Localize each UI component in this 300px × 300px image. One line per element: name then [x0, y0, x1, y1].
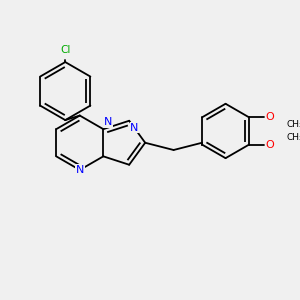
Text: Cl: Cl [60, 45, 70, 55]
Text: N: N [130, 123, 139, 133]
Text: O: O [266, 112, 274, 122]
Text: N: N [104, 117, 112, 127]
Text: CH₃: CH₃ [286, 133, 300, 142]
Text: O: O [266, 140, 274, 150]
Text: CH₃: CH₃ [286, 120, 300, 129]
Text: N: N [76, 165, 84, 175]
